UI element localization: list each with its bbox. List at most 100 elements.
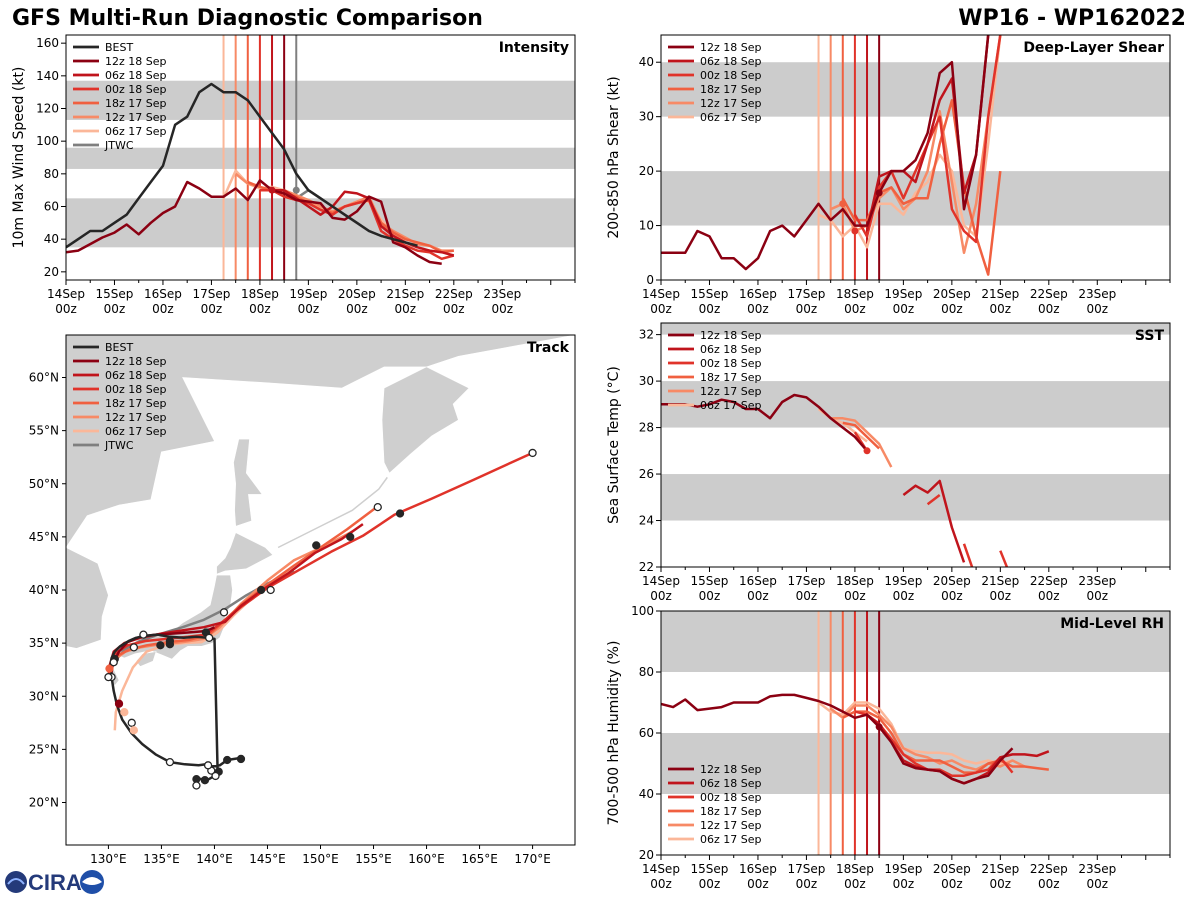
sst-y-tick-label: 30: [639, 374, 654, 388]
shear-x-tick-label-line: 00z: [844, 302, 866, 316]
intensity-x-tick-label-line: 00z: [491, 302, 513, 316]
intensity-series-line: [66, 82, 418, 249]
intensity-init-marker: [292, 186, 300, 194]
sst-x-tick-label-line: 00z: [699, 589, 721, 603]
shear-x-tick-label: 17Sep 00z: [787, 287, 825, 316]
intensity-legend-label: BEST: [105, 41, 133, 54]
track-marker: [192, 781, 201, 790]
rh-x-tick-label: 14Sep 00z: [642, 862, 680, 891]
shear-y-axis-label: 200-850 hPa Shear (kt): [606, 76, 622, 238]
rh-plot-area: [661, 611, 1170, 855]
sst-x-tick-label-line: 00z: [893, 589, 915, 603]
track-lon-tick-label: 165°E: [461, 852, 498, 866]
sst-x-tick-label-line: 19Sep: [884, 574, 922, 588]
shear-x-tick-label-line: 20Sep: [933, 287, 971, 301]
shear-x-tick-label-line: 19Sep: [884, 287, 922, 301]
track-marker: [223, 755, 232, 765]
intensity-x-tick-label: 20Sep 00z: [338, 287, 376, 316]
shear-x-tick-label-line: 18Sep: [836, 287, 874, 301]
shear-x-tick-label: 21Sep 00z: [981, 287, 1019, 316]
sst-x-tick-label-line: 00z: [747, 589, 769, 603]
intensity-x-tick-label-line: 00z: [152, 302, 174, 316]
rh-x-tick-label-line: 22Sep: [1030, 862, 1068, 876]
shear-x-tick-label: 20Sep 00z: [933, 287, 971, 316]
rh-y-axis-label: 700-500 hPa Humidity (%): [606, 641, 622, 826]
intensity-legend-label: 12z 17 Sep: [105, 111, 167, 124]
intensity-band: [66, 80, 575, 120]
rh-x-tick-label-line: 00z: [796, 877, 818, 891]
rh-x-tick-label-line: 00z: [699, 877, 721, 891]
track-panel: 130°E 135°E 140°E 145°E 150°E 155°E 160°E 165°E…: [29, 334, 576, 866]
shear-plot-area: [661, 35, 1170, 280]
rh-x-tick-label: 20Sep 00z: [933, 862, 971, 891]
intensity-x-tick-label: 16Sep 00z: [144, 287, 182, 316]
shear-panel-label: Deep-Layer Shear: [1023, 40, 1164, 56]
track-lat-tick-label: 60°N: [29, 371, 59, 385]
rh-x-tick-label: 21Sep 00z: [981, 862, 1019, 891]
sst-y-tick-label: 24: [639, 514, 654, 528]
sst-series-line: [853, 431, 1009, 567]
sst-panel-label: SST: [1135, 328, 1165, 344]
intensity-x-tick-label: 19Sep 00z: [289, 287, 327, 316]
shear-x-tick-label-line: 00z: [990, 302, 1012, 316]
track-marker: [165, 640, 175, 649]
rh-series-line: [842, 710, 1049, 774]
intensity-init-marker: [268, 186, 276, 194]
intensity-y-tick-label: 100: [36, 134, 59, 148]
intensity-series-line: [66, 179, 442, 265]
shear-legend-label: 06z 18 Sep: [700, 55, 762, 68]
intensity-x-tick-label: 23Sep 00z: [483, 287, 521, 316]
shear-x-tick-label: 15Sep 00z: [691, 287, 729, 316]
track-marker: [156, 641, 165, 650]
sst-band: [661, 323, 1170, 335]
shear-legend-label: 12z 17 Sep: [700, 97, 762, 110]
sst-y-axis-label: Sea Surface Temp (°C): [606, 366, 622, 524]
cira-logo-text: CIRA: [28, 870, 82, 895]
intensity-panel-label: Intensity: [499, 40, 569, 56]
page-title: GFS Multi-Run Diagnostic Comparison: [12, 6, 483, 31]
track-legend-label: 00z 18 Sep: [105, 383, 167, 396]
shear-x-tick-label: 16Sep 00z: [739, 287, 777, 316]
intensity-x-tick-label-line: 14Sep: [47, 287, 85, 301]
sst-x-tick-label: 18Sep 00z: [836, 574, 874, 603]
track-marker: [109, 658, 118, 667]
track-marker: [256, 585, 266, 595]
intensity-x-tick-label-line: 00z: [298, 302, 320, 316]
intensity-y-tick-label: 140: [36, 69, 59, 83]
rh-x-tick-label-line: 00z: [650, 877, 672, 891]
track-plot-area: [66, 335, 575, 845]
track-marker: [200, 776, 210, 785]
rh-x-tick-label: 15Sep 00z: [691, 862, 729, 891]
sst-x-tick-label-line: 00z: [650, 589, 672, 603]
rh-x-tick-label-line: 17Sep: [787, 862, 825, 876]
intensity-legend-label: JTWC: [104, 139, 134, 152]
shear-x-tick-label-line: 00z: [1086, 302, 1108, 316]
track-lat-tick-label: 45°N: [29, 530, 59, 544]
track-legend-label: 12z 18 Sep: [105, 355, 167, 368]
intensity-band: [66, 147, 575, 169]
intensity-x-tick-label-line: 00z: [104, 302, 126, 316]
intensity-y-axis-label: 10m Max Wind Speed (kt): [11, 67, 27, 249]
sst-x-tick-label-line: 00z: [1038, 589, 1060, 603]
rh-x-tick-label-line: 00z: [1038, 877, 1060, 891]
intensity-x-tick-label-line: 20Sep: [338, 287, 376, 301]
shear-y-tick-label: 40: [639, 55, 654, 69]
rh-legend-label: 18z 17 Sep: [700, 805, 762, 818]
sst-frame: [660, 322, 1171, 568]
track-marker: [129, 726, 139, 735]
track-marker: [114, 699, 124, 708]
shear-y-tick-label: 0: [646, 273, 654, 287]
sst-legend-label: 00z 18 Sep: [700, 357, 762, 370]
intensity-y-tick-label: 80: [44, 167, 59, 181]
shear-init-marker: [851, 227, 859, 235]
shear-frame: [660, 34, 1171, 281]
shear-x-tick-label: 22Sep 00z: [1030, 287, 1068, 316]
shear-init-marker: [875, 189, 883, 197]
sst-init-marker: [863, 447, 871, 455]
sst-legend-label: 12z 17 Sep: [700, 385, 762, 398]
intensity-y-tick-label: 160: [36, 36, 59, 50]
sst-legend-label: 06z 18 Sep: [700, 343, 762, 356]
track-marker: [266, 585, 275, 595]
